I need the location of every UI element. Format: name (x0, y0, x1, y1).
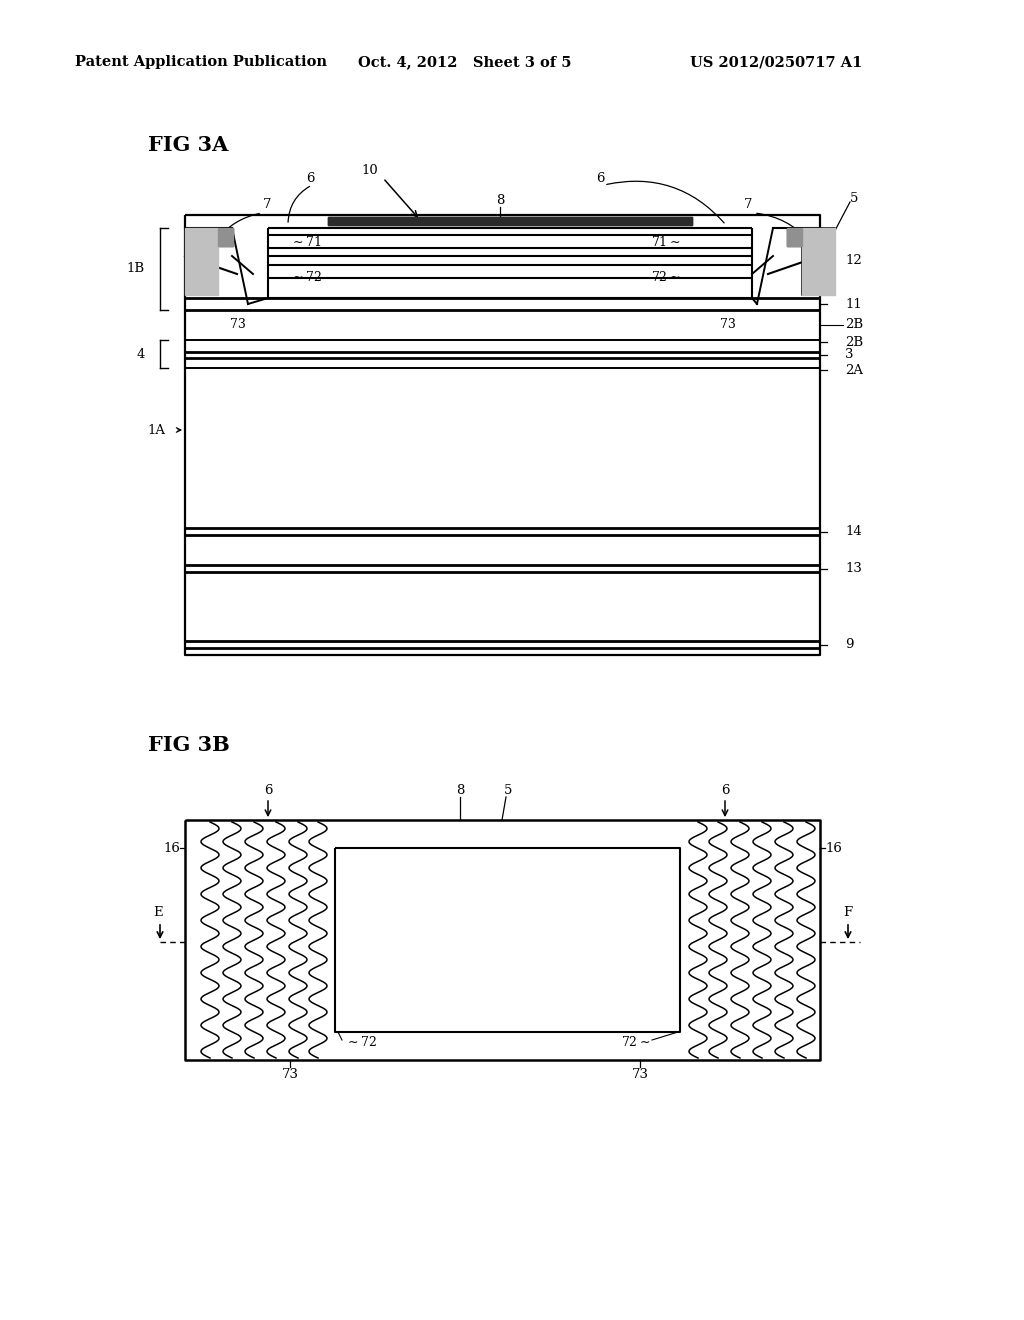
Text: $\sim$71: $\sim$71 (290, 235, 322, 249)
Text: 6: 6 (264, 784, 272, 796)
Text: 73: 73 (720, 318, 736, 331)
Text: 5: 5 (850, 191, 858, 205)
Polygon shape (185, 228, 218, 294)
Text: FIG 3A: FIG 3A (148, 135, 228, 154)
Polygon shape (787, 228, 802, 246)
Text: 3: 3 (845, 348, 853, 362)
Text: 8: 8 (456, 784, 464, 796)
Text: $\sim$72: $\sim$72 (345, 1035, 377, 1049)
Text: 1B: 1B (127, 263, 145, 276)
Text: 73: 73 (282, 1068, 299, 1081)
Text: 72$\sim$: 72$\sim$ (621, 1035, 650, 1049)
Text: 6: 6 (306, 172, 314, 185)
Text: F: F (844, 906, 853, 919)
Text: 12: 12 (845, 255, 862, 268)
Text: US 2012/0250717 A1: US 2012/0250717 A1 (690, 55, 862, 69)
Polygon shape (218, 228, 233, 246)
Text: 8: 8 (496, 194, 504, 206)
Text: 2B: 2B (845, 318, 863, 331)
Text: 6: 6 (596, 172, 604, 185)
Text: 10: 10 (361, 164, 379, 177)
Text: E: E (154, 906, 163, 919)
Text: 71$\sim$: 71$\sim$ (650, 235, 680, 249)
Polygon shape (328, 216, 692, 224)
Text: 2A: 2A (845, 363, 863, 376)
Text: 7: 7 (743, 198, 753, 211)
Text: 13: 13 (845, 562, 862, 576)
Text: 16: 16 (163, 842, 180, 854)
Polygon shape (802, 228, 835, 294)
Text: $\sim$72: $\sim$72 (290, 271, 322, 284)
Text: 14: 14 (845, 525, 862, 539)
Text: 9: 9 (845, 638, 853, 651)
Text: 73: 73 (632, 1068, 648, 1081)
Text: 4: 4 (136, 347, 145, 360)
Text: FIG 3B: FIG 3B (148, 735, 229, 755)
Text: 73: 73 (230, 318, 246, 331)
Text: 2B: 2B (845, 335, 863, 348)
Text: 16: 16 (825, 842, 842, 854)
Text: 7: 7 (263, 198, 271, 211)
Text: Patent Application Publication: Patent Application Publication (75, 55, 327, 69)
Text: 72$\sim$: 72$\sim$ (650, 271, 680, 284)
Text: Oct. 4, 2012   Sheet 3 of 5: Oct. 4, 2012 Sheet 3 of 5 (358, 55, 571, 69)
Text: 1A: 1A (147, 424, 165, 437)
Text: 6: 6 (721, 784, 729, 796)
Text: 11: 11 (845, 297, 862, 310)
Text: 5: 5 (504, 784, 512, 796)
